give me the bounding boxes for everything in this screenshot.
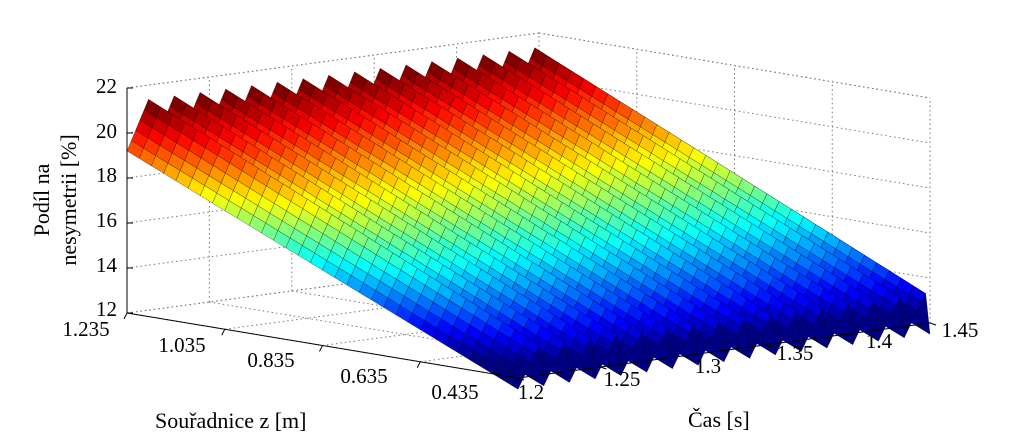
x-tick-label: 1.035 [158, 333, 205, 357]
z-tick-label: 20 [96, 119, 117, 143]
x-tick-mark [123, 312, 128, 320]
z-tick-label: 14 [96, 253, 118, 277]
y-tick-label: 1.45 [942, 318, 979, 342]
x-tick-label: 0.435 [431, 380, 478, 404]
y-axis-label: Čas [s] [688, 407, 750, 432]
y-axis-line [517, 322, 931, 379]
z-tick-label: 22 [96, 74, 117, 98]
z-axis-label-line1: Podíl na [29, 163, 54, 236]
box-back-edge [538, 32, 931, 99]
z-tick-label: 16 [96, 208, 117, 232]
y-tick-label: 1.2 [518, 380, 544, 404]
surface-ribbons [126, 47, 931, 390]
y-tick-mark [517, 377, 525, 381]
x-tick-label: 0.635 [340, 364, 387, 388]
x-tick-mark [514, 377, 519, 385]
y-tick-label: 1.25 [604, 367, 641, 391]
x-tick-labels: 1.235 1.035 0.835 0.635 0.435 [62, 317, 478, 404]
y-tick-labels: 1.2 1.25 1.3 1.35 1.4 1.45 [518, 318, 979, 404]
x-axis-label: Souřadnice z [m] [155, 408, 307, 433]
z-tick-labels: 22 20 18 16 14 12 [96, 74, 118, 321]
grid-line [209, 301, 601, 368]
axes-box [123, 87, 937, 385]
y-tick-mark [682, 355, 689, 359]
x-tick-label: 0.835 [247, 348, 294, 372]
y-tick-mark [765, 344, 772, 348]
y-tick-mark [847, 333, 854, 337]
box-back-edge [126, 32, 540, 89]
x-tick-mark [221, 329, 226, 336]
y-tick-label: 1.3 [695, 354, 721, 378]
z-tick-label: 12 [96, 297, 117, 321]
x-tick-label: 1.235 [62, 317, 109, 341]
z-axis-label-line2: nesymetrii [%] [56, 134, 81, 265]
grid-line [126, 257, 540, 314]
z-tick-label: 18 [96, 163, 117, 187]
y-tick-mark [600, 366, 607, 370]
x-tick-mark [319, 345, 323, 352]
y-tick-label: 1.4 [866, 329, 893, 353]
y-tick-mark [929, 322, 937, 326]
x-tick-mark [416, 361, 421, 368]
y-tick-label: 1.35 [777, 341, 814, 365]
